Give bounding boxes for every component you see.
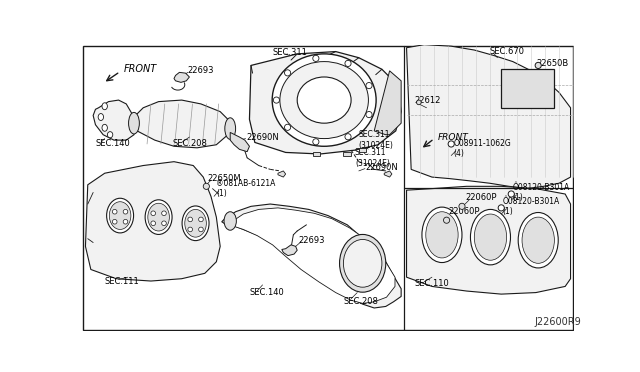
Ellipse shape: [148, 203, 170, 231]
Ellipse shape: [182, 206, 209, 241]
Text: SEC.311: SEC.311: [273, 48, 307, 57]
Text: Ô08911-1062G
(4): Ô08911-1062G (4): [454, 139, 511, 158]
Circle shape: [444, 217, 450, 223]
Text: J22600R9: J22600R9: [534, 317, 581, 327]
Text: FRONT: FRONT: [437, 132, 468, 141]
Text: 22611: 22611: [524, 73, 551, 81]
Text: SEC.140: SEC.140: [250, 288, 284, 297]
Circle shape: [273, 97, 280, 103]
Ellipse shape: [297, 77, 351, 123]
Circle shape: [151, 221, 156, 225]
Polygon shape: [384, 171, 392, 177]
Text: 22650M: 22650M: [207, 174, 241, 183]
Polygon shape: [86, 162, 220, 281]
Text: SEC.311
(31024E): SEC.311 (31024E): [355, 148, 390, 167]
Circle shape: [188, 217, 193, 222]
Circle shape: [345, 60, 351, 67]
Text: 22693: 22693: [299, 236, 325, 245]
Text: 22650B: 22650B: [536, 59, 568, 68]
Circle shape: [535, 62, 541, 68]
Circle shape: [151, 211, 156, 216]
Ellipse shape: [344, 240, 382, 287]
Polygon shape: [406, 186, 570, 294]
Bar: [344, 152, 351, 156]
Circle shape: [123, 209, 128, 214]
Polygon shape: [230, 132, 250, 152]
Text: 22612: 22612: [414, 96, 440, 105]
Circle shape: [162, 211, 166, 216]
Text: SEC.110: SEC.110: [414, 279, 449, 288]
Circle shape: [285, 124, 291, 130]
Text: 22060P: 22060P: [449, 207, 481, 216]
Bar: [501, 69, 554, 108]
Ellipse shape: [522, 217, 554, 263]
Circle shape: [498, 205, 504, 211]
Ellipse shape: [224, 212, 236, 230]
Bar: [312, 152, 320, 156]
Bar: [359, 148, 367, 153]
Text: SEC.311
(31024E): SEC.311 (31024E): [359, 131, 394, 150]
Ellipse shape: [108, 132, 113, 138]
Polygon shape: [230, 208, 395, 303]
Circle shape: [313, 139, 319, 145]
Circle shape: [188, 227, 193, 232]
Text: SEC.670: SEC.670: [490, 47, 525, 56]
Polygon shape: [132, 100, 232, 148]
Text: 22693: 22693: [188, 66, 214, 75]
Text: SEC.208: SEC.208: [344, 297, 378, 306]
Text: Ô08120-B301A
(1): Ô08120-B301A (1): [503, 197, 560, 216]
Text: 22690N: 22690N: [365, 163, 397, 171]
Circle shape: [417, 100, 421, 105]
Circle shape: [366, 112, 372, 118]
Text: FRONT: FRONT: [124, 64, 157, 74]
Circle shape: [113, 209, 117, 214]
Polygon shape: [221, 204, 401, 308]
Circle shape: [508, 191, 515, 197]
Polygon shape: [93, 100, 136, 140]
Circle shape: [366, 83, 372, 89]
Polygon shape: [174, 73, 189, 82]
Polygon shape: [278, 171, 285, 177]
Text: SEC.208: SEC.208: [172, 140, 207, 148]
Text: SEC.111: SEC.111: [105, 276, 140, 286]
Ellipse shape: [474, 214, 507, 260]
Ellipse shape: [129, 112, 140, 134]
Ellipse shape: [225, 118, 236, 140]
Circle shape: [123, 219, 128, 224]
Polygon shape: [406, 45, 570, 189]
Ellipse shape: [109, 202, 131, 230]
Ellipse shape: [272, 54, 376, 146]
Circle shape: [113, 219, 117, 224]
Circle shape: [313, 55, 319, 61]
Ellipse shape: [102, 124, 108, 131]
Text: Ô08120-B301A
(1): Ô08120-B301A (1): [513, 183, 570, 202]
Text: 22060P: 22060P: [465, 193, 497, 202]
Text: ®081AB-6121A
(1): ®081AB-6121A (1): [216, 179, 276, 198]
Circle shape: [459, 203, 465, 209]
Ellipse shape: [145, 200, 172, 234]
Polygon shape: [282, 245, 297, 256]
Circle shape: [345, 134, 351, 140]
Polygon shape: [374, 71, 401, 135]
Circle shape: [204, 183, 209, 189]
Ellipse shape: [518, 212, 558, 268]
Ellipse shape: [422, 207, 462, 263]
Text: 22690N: 22690N: [246, 132, 279, 141]
Circle shape: [198, 217, 204, 222]
Ellipse shape: [98, 113, 104, 121]
Ellipse shape: [280, 62, 369, 139]
Ellipse shape: [102, 103, 108, 110]
Ellipse shape: [185, 209, 206, 237]
Ellipse shape: [340, 234, 386, 292]
Text: SEC.140: SEC.140: [95, 140, 130, 148]
Polygon shape: [250, 52, 401, 154]
Ellipse shape: [426, 212, 458, 258]
Circle shape: [448, 141, 454, 147]
Circle shape: [198, 227, 204, 232]
Ellipse shape: [107, 198, 134, 233]
Ellipse shape: [470, 209, 511, 265]
Circle shape: [162, 221, 166, 225]
Circle shape: [285, 70, 291, 76]
